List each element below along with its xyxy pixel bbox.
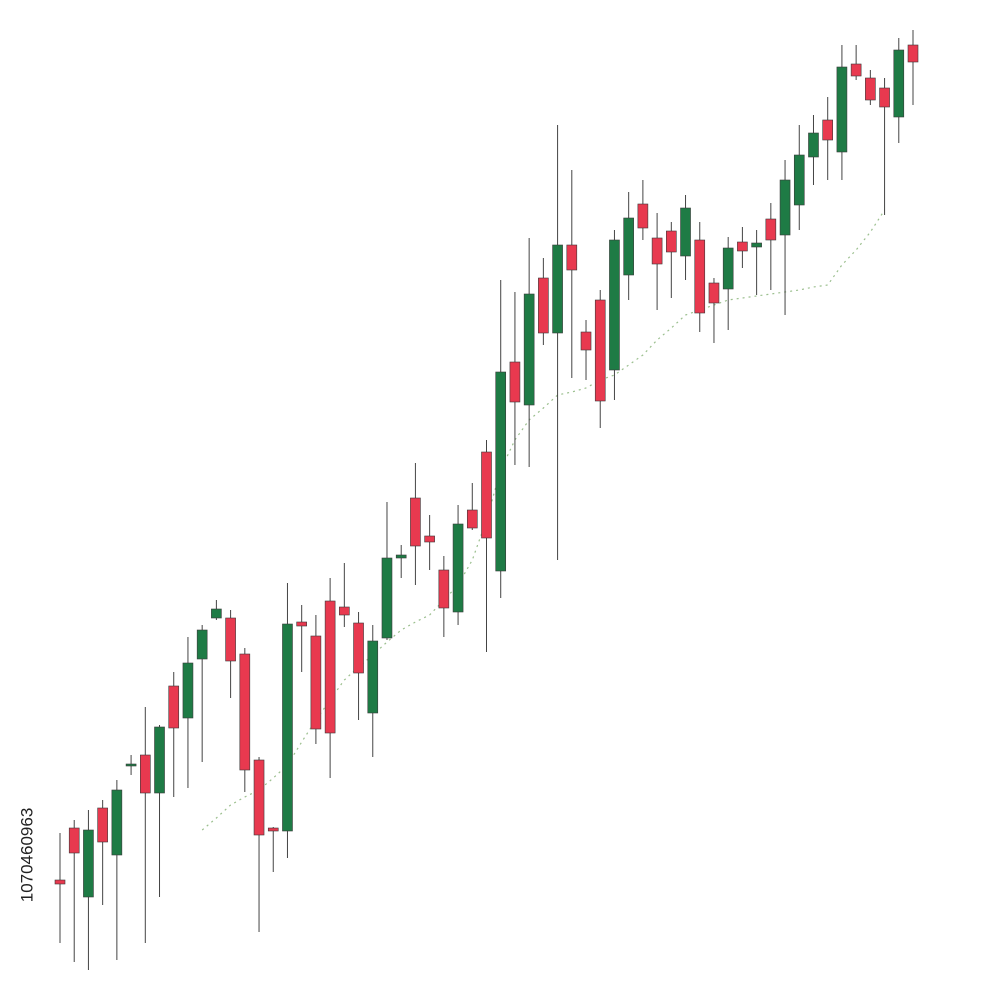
candle-body	[865, 77, 876, 101]
candle-body	[395, 554, 407, 559]
candle-body	[737, 241, 748, 252]
candle-body	[310, 635, 322, 730]
candle-body	[125, 763, 137, 767]
candle-body	[694, 239, 706, 314]
candle-body	[367, 640, 379, 714]
candle-body	[324, 600, 336, 734]
candle-body	[765, 218, 777, 241]
image-id: 1070460963	[17, 808, 36, 903]
candle-body	[353, 622, 364, 674]
candle-body	[580, 331, 592, 351]
candle-body	[282, 623, 293, 832]
candle-body	[666, 230, 677, 253]
candle-body	[452, 523, 464, 613]
candle-body	[651, 237, 663, 265]
candle-body	[381, 557, 393, 639]
candle-body	[339, 606, 350, 616]
candle-body	[509, 361, 521, 403]
candle-body	[111, 789, 123, 856]
candle-body	[623, 217, 634, 276]
candle-body	[836, 66, 848, 153]
candle-body	[267, 827, 279, 832]
candle-body	[879, 87, 890, 108]
candle-body	[97, 807, 108, 843]
candle-body	[253, 759, 265, 836]
candle-body	[54, 879, 66, 885]
candle-body	[850, 63, 862, 77]
candle-body	[808, 132, 819, 158]
candle-body	[211, 608, 222, 619]
candle-body	[552, 244, 563, 334]
candle-body	[637, 203, 649, 229]
candle-body	[140, 754, 151, 794]
candle-body	[168, 685, 180, 729]
candle-body	[296, 621, 307, 627]
moving-average	[201, 209, 886, 831]
candle-body	[566, 244, 578, 271]
candle-body	[907, 44, 919, 63]
candle-body	[225, 617, 236, 662]
candle-body	[196, 629, 208, 660]
candle-body	[410, 497, 421, 547]
candle-body	[83, 829, 94, 898]
candle-body	[154, 726, 165, 794]
candle-body	[779, 179, 791, 236]
candle-body	[239, 653, 251, 771]
candle-body	[708, 282, 720, 304]
candle-body	[751, 242, 762, 248]
candle-body	[822, 119, 834, 141]
candle-body	[538, 277, 549, 334]
candle-body	[182, 662, 194, 719]
candle-body	[893, 49, 905, 118]
candle-body	[68, 827, 80, 854]
candle-body	[424, 535, 435, 543]
candle-body	[793, 154, 805, 206]
candle-body	[609, 239, 620, 371]
candle-body	[523, 293, 535, 406]
candle-body	[722, 247, 734, 290]
candle-body	[438, 569, 450, 609]
candle-body	[680, 207, 691, 257]
candle-body	[481, 451, 492, 539]
candle-body	[495, 371, 507, 572]
candle-body	[466, 509, 478, 529]
candle-body	[594, 299, 606, 402]
